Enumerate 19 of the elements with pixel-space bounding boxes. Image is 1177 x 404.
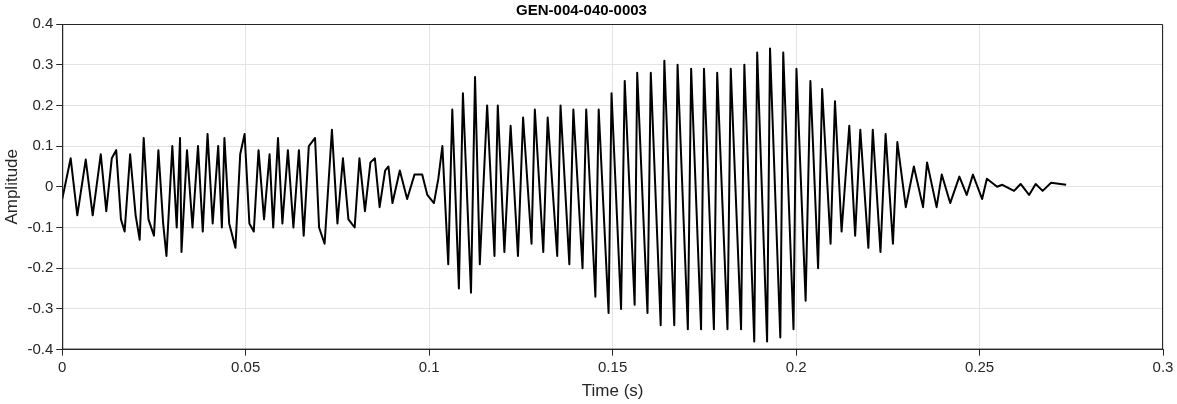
y-tick-label: -0.3 (27, 299, 54, 317)
x-tick-label: 0 (58, 357, 67, 375)
x-tick-label: 0.2 (785, 357, 807, 375)
y-tick-label: 0.2 (32, 95, 54, 113)
y-tick-label: -0.4 (27, 339, 54, 357)
y-tick-label: 0 (44, 176, 54, 194)
y-tick-label: 0.3 (32, 54, 54, 72)
y-axis-title: Amplitude (1, 149, 21, 225)
y-tick-label: -0.2 (27, 258, 54, 276)
y-tick-label: -0.1 (27, 217, 54, 235)
x-tick-label: 0.05 (231, 357, 261, 375)
x-tick-label: 0.1 (418, 357, 440, 375)
x-tick-label: 0.15 (598, 357, 628, 375)
y-tick-label: 0.1 (32, 136, 54, 154)
x-tick-label: 0.25 (964, 357, 995, 375)
x-axis-title: Time (s) (581, 381, 644, 401)
x-tick-label: 0.3 (1152, 357, 1174, 375)
chart-title: GEN-004-040-0003 (516, 1, 647, 19)
y-tick-label: 0.4 (32, 14, 54, 32)
